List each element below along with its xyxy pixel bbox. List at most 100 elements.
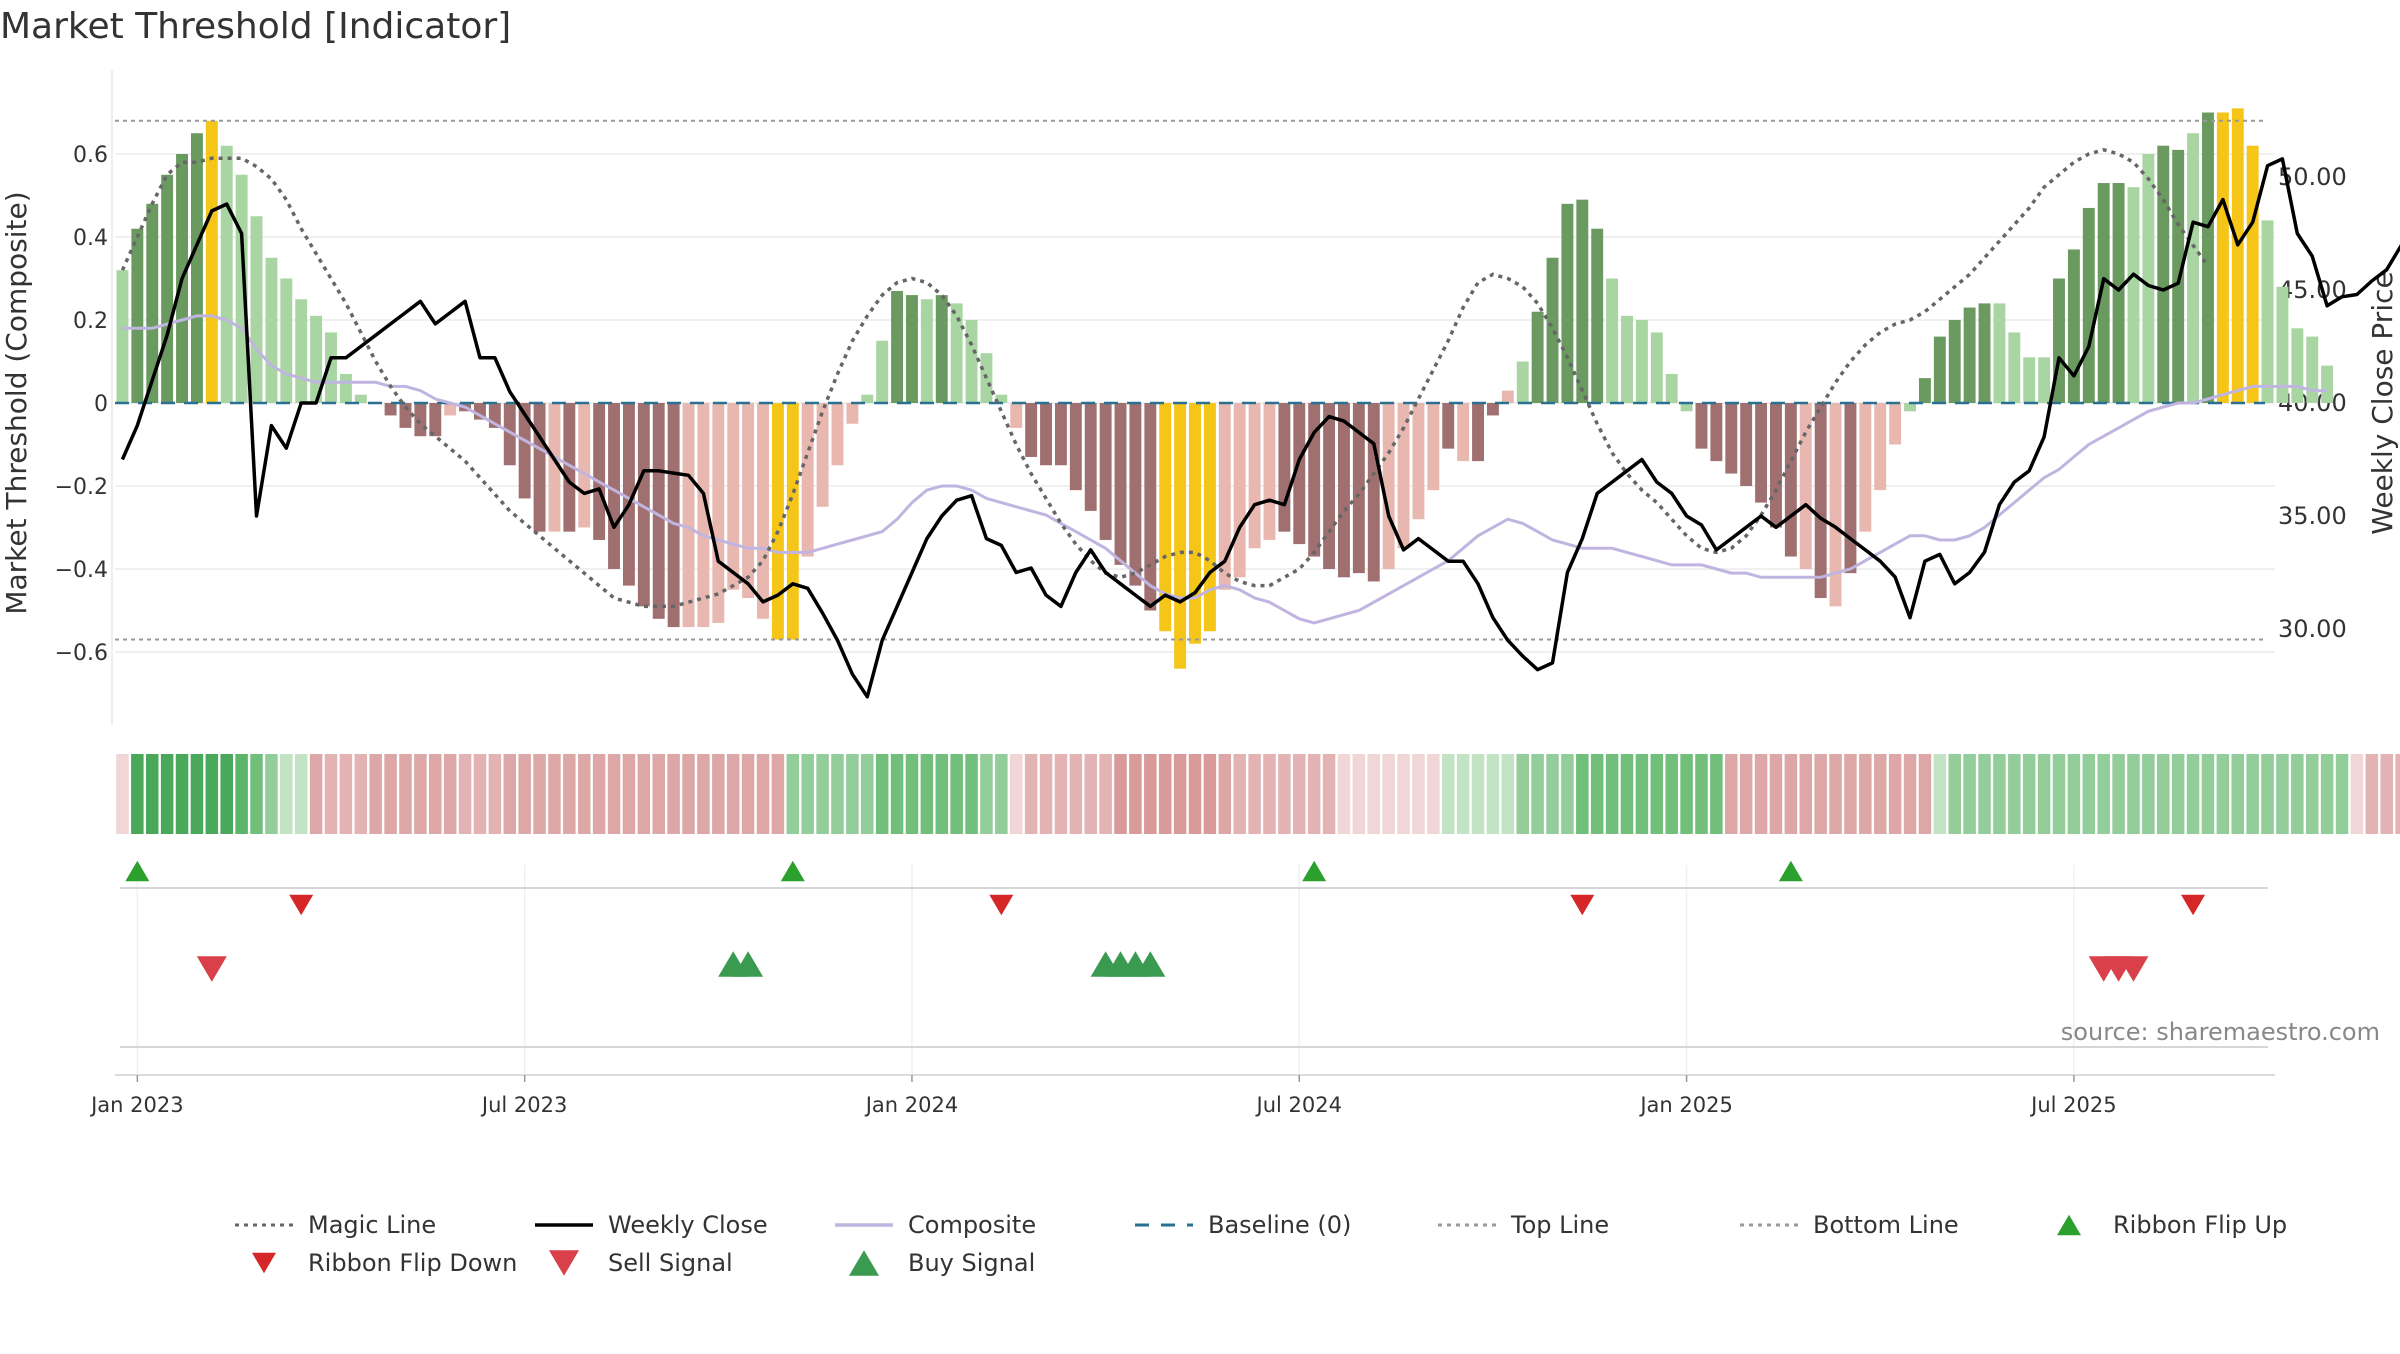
composite-bar xyxy=(578,403,591,528)
composite-bar xyxy=(325,332,337,403)
composite-bar xyxy=(2261,220,2274,403)
ribbon-cell xyxy=(294,754,308,834)
composite-bar xyxy=(1367,403,1380,582)
ribbon-cell xyxy=(1114,754,1127,834)
ribbon-cell xyxy=(935,754,949,834)
ribbon-cell xyxy=(1188,754,1202,834)
composite-bar xyxy=(2127,187,2140,403)
ribbon-cell xyxy=(2171,754,2185,834)
ribbon-cell xyxy=(473,754,487,834)
composite-bar xyxy=(831,403,844,466)
ribbon-cell xyxy=(2097,754,2110,834)
composite-bar xyxy=(1665,373,1678,403)
composite-bar xyxy=(2246,145,2259,403)
legend-swatch xyxy=(849,1250,879,1276)
ribbon-cell xyxy=(1307,754,1321,834)
ribbon-cell xyxy=(1590,754,1604,834)
ribbon-cell xyxy=(1441,754,1455,834)
ribbon-cell xyxy=(697,754,710,834)
ribbon-cell xyxy=(801,754,814,834)
ribbon-cell xyxy=(429,754,442,834)
composite-bar xyxy=(518,403,531,499)
composite-bar xyxy=(1457,403,1470,462)
ribbon-cell xyxy=(682,754,695,834)
ribbon-cell xyxy=(2112,754,2125,834)
ribbon-cell xyxy=(1248,754,1261,834)
ribbon-cell xyxy=(1993,754,2006,834)
ribbon-cell xyxy=(1561,754,1574,834)
ribbon-cell xyxy=(1873,754,1887,834)
ribbon-cell xyxy=(1367,754,1381,834)
composite-bar xyxy=(1203,403,1216,632)
ribbon-cell xyxy=(1680,754,1693,834)
composite-bar xyxy=(414,403,427,437)
composite-bar xyxy=(354,394,367,403)
composite-bar xyxy=(1010,403,1023,428)
ribbon-cell xyxy=(1605,754,1619,834)
legend-label: Top Line xyxy=(1510,1211,1609,1239)
composite-bar xyxy=(1755,403,1768,503)
legend-label: Bottom Line xyxy=(1813,1211,1959,1239)
ribbon-cell xyxy=(131,754,144,834)
composite-bar xyxy=(742,403,755,599)
buy-signal-marker xyxy=(1135,951,1166,977)
composite-bar xyxy=(1650,332,1663,403)
ribbon-cell xyxy=(2022,754,2036,834)
ribbon-cell xyxy=(1322,754,1336,834)
ribbon-cell xyxy=(2365,754,2379,834)
legend-swatch xyxy=(2057,1214,2081,1236)
composite-bar xyxy=(429,403,442,437)
composite-bar xyxy=(399,403,412,428)
legend-item: Ribbon Flip Down xyxy=(252,1249,517,1277)
ribbon-cell xyxy=(831,754,844,834)
ribbon-cell xyxy=(1948,754,1961,834)
composite-bar xyxy=(1710,403,1723,462)
ribbon-cell xyxy=(846,754,859,834)
composite-bar xyxy=(1501,390,1514,403)
legend-item: Baseline (0) xyxy=(1135,1211,1351,1239)
ribbon-cell xyxy=(2350,754,2364,834)
y-tick-left: 0 xyxy=(94,392,108,417)
ribbon-cell xyxy=(1173,754,1187,834)
composite-bar xyxy=(250,216,263,403)
ribbon-cell xyxy=(1784,754,1798,834)
composite-bar xyxy=(1114,403,1127,565)
ribbon-flip-up-marker xyxy=(1302,860,1327,882)
composite-bar xyxy=(2157,145,2170,403)
composite-bar xyxy=(593,403,606,540)
y-tick-left: −0.2 xyxy=(55,475,108,500)
ribbon-cell xyxy=(2142,754,2155,834)
composite-bar xyxy=(488,403,501,428)
composite-bar xyxy=(816,403,829,507)
composite-bar xyxy=(2291,328,2304,403)
legend-item: Bottom Line xyxy=(1740,1211,1959,1239)
composite-bar xyxy=(2202,112,2214,403)
y-tick-right: 35.00 xyxy=(2278,502,2347,530)
composite-bar xyxy=(548,403,561,532)
ribbon-cell xyxy=(1665,754,1678,834)
ribbon-cell xyxy=(220,754,233,834)
ribbon-cell xyxy=(1933,754,1947,834)
ribbon-cell xyxy=(1263,754,1276,834)
ribbon-cell xyxy=(1099,754,1112,834)
composite-bar xyxy=(1844,403,1857,574)
composite-bar xyxy=(474,403,486,420)
ribbon-cell xyxy=(622,754,636,834)
ribbon-cell xyxy=(1829,754,1842,834)
ribbon-cell xyxy=(205,754,219,834)
ribbon-cell xyxy=(592,754,606,834)
composite-bar xyxy=(935,295,948,403)
ribbon-flip-down-marker xyxy=(289,894,314,916)
composite-bar xyxy=(1621,315,1633,403)
composite-bar xyxy=(1546,257,1559,403)
ribbon-cell xyxy=(1009,754,1023,834)
ribbon-cell xyxy=(488,754,502,834)
ribbon-cell xyxy=(1844,754,1857,834)
y-tick-left: 0.4 xyxy=(73,226,108,251)
ribbon-cell xyxy=(2008,754,2021,834)
composite-bar xyxy=(652,403,665,619)
composite-bar xyxy=(1606,278,1619,403)
ribbon-cell xyxy=(965,754,978,834)
composite-bar xyxy=(920,299,933,403)
